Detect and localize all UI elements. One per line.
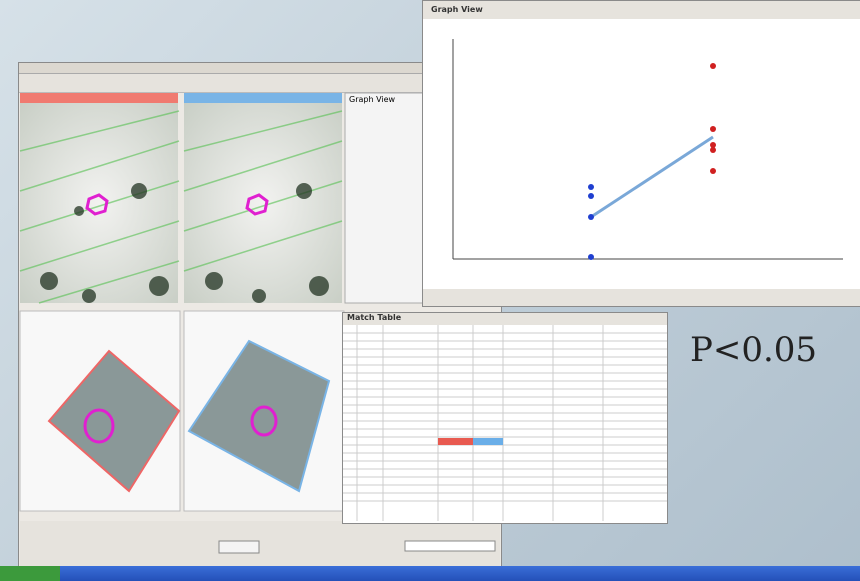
match-table-window: Match Table: [342, 312, 668, 524]
taskbar: [0, 566, 860, 581]
gel-image: [184, 103, 342, 303]
screen: Graph View Match Table Graph View P<0.05: [0, 0, 860, 581]
panel-header: [184, 93, 342, 103]
gel-image: [20, 103, 178, 303]
start-button[interactable]: [0, 566, 60, 581]
match-table: [343, 325, 667, 521]
panel-header: [20, 93, 178, 103]
annotation: P<0.05: [690, 330, 817, 370]
graph-title: Graph View: [423, 1, 860, 19]
panel-title: Graph View: [349, 95, 396, 104]
table-title: Match Table: [343, 313, 667, 325]
graph-view: [423, 19, 860, 306]
graph-window: Graph View: [422, 0, 860, 307]
